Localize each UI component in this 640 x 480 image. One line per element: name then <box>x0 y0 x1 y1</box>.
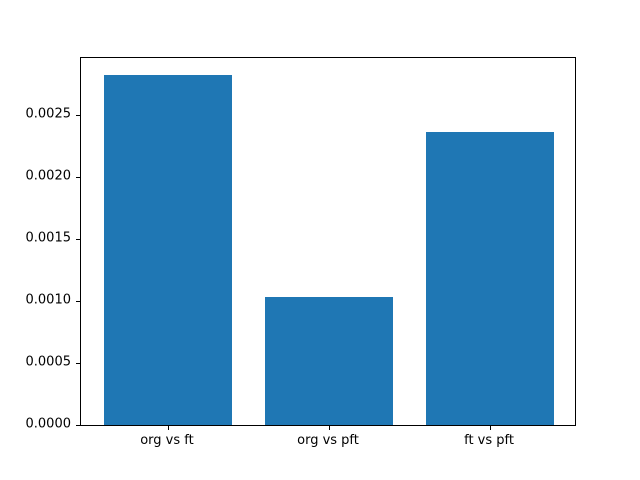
y-tick-label: 0.0005 <box>25 354 72 370</box>
y-tick-mark <box>76 177 80 179</box>
x-axis-tick-labels: org vs ft org vs pft ft vs pft <box>80 57 576 477</box>
y-tick-label: 0.0025 <box>25 106 72 122</box>
y-tick-label: 0.0000 <box>25 416 72 432</box>
y-tick-mark <box>76 425 80 426</box>
y-tick-label: 0.0010 <box>25 292 72 308</box>
y-tick-label: 0.0015 <box>25 230 72 246</box>
y-tick-mark <box>76 363 80 364</box>
x-tick-label-org-vs-pft: org vs pft <box>297 433 359 448</box>
x-tick-mark <box>167 426 169 430</box>
x-tick-mark <box>329 426 330 430</box>
y-axis-tick-labels: 0.0000 0.0005 0.0010 0.0015 0.0020 0.0025 <box>0 57 80 432</box>
plot-area <box>76 57 576 430</box>
y-tick-label: 0.0020 <box>25 168 72 184</box>
y-tick-mark <box>76 301 80 302</box>
x-tick-label-ft-vs-pft: ft vs pft <box>464 433 514 448</box>
x-tick-label-org-vs-ft: org vs ft <box>140 433 194 448</box>
bar-org-vs-pft <box>264 297 394 425</box>
bar-ft-vs-pft <box>425 132 555 425</box>
x-tick-mark <box>490 426 492 430</box>
bar-org-vs-ft <box>103 75 233 425</box>
y-tick-mark <box>76 239 80 241</box>
y-tick-mark <box>76 115 80 117</box>
